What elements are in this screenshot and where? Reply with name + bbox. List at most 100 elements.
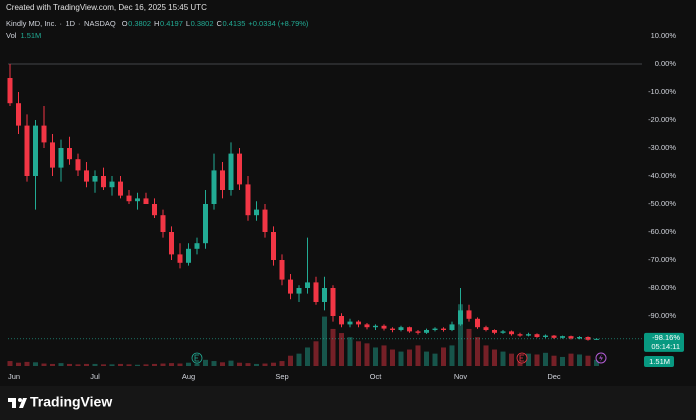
candle-body [143,198,149,204]
volume-bar [483,345,489,366]
legend-text: +0.0334 (+8.79%) [248,19,309,28]
volume-bar [135,364,140,366]
candle-body [262,209,268,232]
candle-body [220,170,225,190]
candle-body [50,142,55,168]
candle-body [475,318,480,328]
candle-body [441,328,446,330]
candle-body [373,325,378,328]
last-price-badge [644,332,684,352]
y-tick-label: -20.00% [648,115,676,124]
volume-bar [33,362,38,366]
volume-bar [585,355,591,366]
candle-body [228,153,234,190]
candle-body [101,175,106,188]
volume-bar [339,333,344,366]
candle-body [169,231,174,255]
legend-text: 0.3802 [128,19,151,28]
volume-bar [118,363,123,366]
volume-bar [534,354,540,366]
candle-body [543,335,548,337]
legend: Kindly MD, Inc. · 1D · NASDAQ O 0.3802 H 0.4197 L… [6,19,309,40]
legend-text: 1D [65,19,75,28]
volume-bar [16,362,21,366]
volume-bar [526,353,531,366]
candle-body [568,336,574,339]
y-tick-label: 0.00% [655,59,677,68]
logo-icon [8,398,27,408]
volume-bar [441,347,446,366]
legend-text: C [217,19,223,28]
volume-bar [160,363,166,366]
candle-body [449,324,455,330]
candle-body [186,248,191,263]
earnings-glyph [194,354,199,362]
candle-body [33,125,38,176]
candle-body [390,328,395,330]
x-tick-label: Aug [182,372,195,381]
candle-body [458,310,463,325]
volume-bar [296,353,302,366]
volume-bar [305,347,310,366]
volume-bar [313,341,319,366]
x-tick-label: Nov [454,372,468,381]
legend-text: 0.3802 [191,19,214,28]
legend-text: L [186,19,190,28]
candle-body [509,331,514,335]
candle-body [432,328,438,330]
candle-body [177,254,183,263]
legend-text: 0.4197 [160,19,183,28]
volume-bar [322,316,327,366]
y-tick-label: -40.00% [648,171,676,180]
legend-text: O [122,19,128,28]
volume-bar [509,353,514,366]
candle-body [560,336,565,338]
candle-body [84,170,89,182]
candle-body [92,175,98,182]
candle-body [339,315,344,325]
candle-body [313,282,319,302]
volume-bar [58,363,64,366]
candle-body [364,324,370,328]
candle-body [109,181,115,188]
candle-body [41,125,47,143]
candle-body [398,327,404,330]
legend-text: Kindly MD, Inc. [6,19,56,28]
volume-bar [194,363,200,366]
volume-bar [475,337,480,366]
y-tick-label: 10.00% [651,31,677,40]
volume-bar [143,364,149,366]
volume-bar [500,351,506,366]
candle-body [203,203,208,244]
volume-bar [492,349,497,366]
volume-bar [458,304,463,366]
y-tick-label: -30.00% [648,143,676,152]
candle-body [381,325,387,329]
volume-bar [254,363,259,366]
legend-sep: · [78,19,81,28]
volume-bar [594,359,599,366]
legend-text: NASDAQ [84,19,116,28]
legend-sep: · [59,19,62,28]
candle-body [526,334,531,336]
candle-body [211,170,217,204]
candle-body [24,125,30,176]
volume-bar [92,363,98,366]
candle-body [7,78,13,104]
legend-text: 0.4135 [222,19,245,28]
candle-body [305,282,310,288]
candle-body [296,287,302,294]
volume-bar [543,352,548,366]
volume-bar [407,349,412,366]
candle-body [67,147,72,160]
candle-body [483,327,489,330]
x-tick-label: Dec [547,372,561,381]
y-tick-label: -70.00% [648,255,676,264]
volume-legend-value: 1.51M [20,31,41,40]
earnings-glyph [519,354,524,362]
volume-bar [568,353,574,366]
volume-bar [228,360,234,366]
volume-bar [551,355,557,366]
y-tick-label: -60.00% [648,227,676,236]
